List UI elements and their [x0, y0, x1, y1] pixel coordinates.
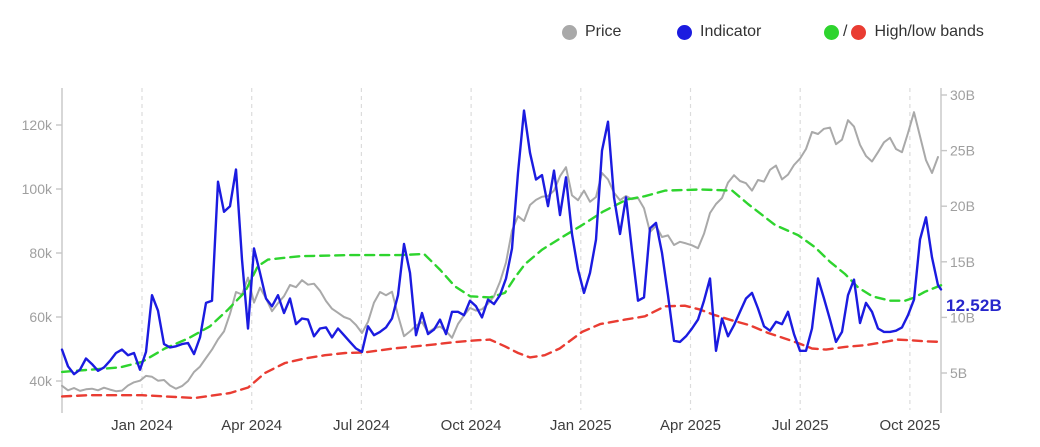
right-axis-tick-label: 5B	[950, 365, 967, 381]
series-line-indicator	[60, 109, 943, 376]
gridlines	[141, 88, 911, 410]
left-axis-tick-label: 100k	[22, 181, 53, 197]
x-axis-tick-label: Oct 2025	[879, 417, 940, 434]
low-band-dot-icon	[851, 24, 867, 40]
series-lines	[60, 109, 943, 400]
x-axis-tick-label: Jan 2024	[111, 417, 173, 434]
legend-indicator-label: Indicator	[700, 23, 762, 40]
series-line-low-band	[60, 304, 943, 400]
x-axis-tick-label: Jul 2024	[333, 417, 390, 434]
left-axis-tick-label: 80k	[29, 245, 53, 261]
x-axis-tick-label: Apr 2025	[660, 417, 721, 434]
right-axis-tick-label: 20B	[950, 198, 975, 214]
legend-bands-label: High/low bands	[874, 23, 984, 40]
price-series-dot-icon	[562, 24, 577, 40]
legend-item-indicator[interactable]: Indicator	[677, 22, 761, 42]
high-band-dot-icon	[824, 24, 839, 40]
x-axis-tick-label: Oct 2024	[441, 417, 502, 434]
x-axis-tick-label: Jan 2025	[550, 417, 612, 434]
axis-tick-labels: 40k 60k 80k 100k 120k 5B 10B 15B 20B 25B 30B Jan 20…	[22, 87, 975, 434]
right-axis-tick-label: 15B	[950, 254, 975, 270]
right-axis-tick-label: 25B	[950, 143, 975, 159]
axes	[56, 88, 947, 413]
left-axis-tick-label: 40k	[29, 373, 53, 389]
x-axis-tick-label: Jul 2025	[772, 417, 829, 434]
legend-item-price[interactable]: Price	[562, 22, 621, 42]
right-axis-tick-label: 10B	[950, 309, 975, 325]
series-line-price	[61, 111, 939, 393]
left-axis-tick-label: 120k	[22, 117, 53, 133]
x-axis-tick-label: Apr 2024	[221, 417, 282, 434]
bands-separator: /	[843, 23, 848, 40]
series-line-high-band	[60, 188, 943, 374]
chart-legend: Price Indicator / High/low bands	[0, 22, 1040, 42]
indicator-series-dot-icon	[677, 24, 692, 40]
right-axis-tick-label: 30B	[950, 87, 975, 103]
indicator-last-value-badge: 12.52B	[946, 296, 1003, 315]
left-axis-tick-label: 60k	[29, 309, 53, 325]
legend-price-label: Price	[585, 23, 622, 40]
legend-item-bands[interactable]: / High/low bands	[824, 22, 984, 42]
